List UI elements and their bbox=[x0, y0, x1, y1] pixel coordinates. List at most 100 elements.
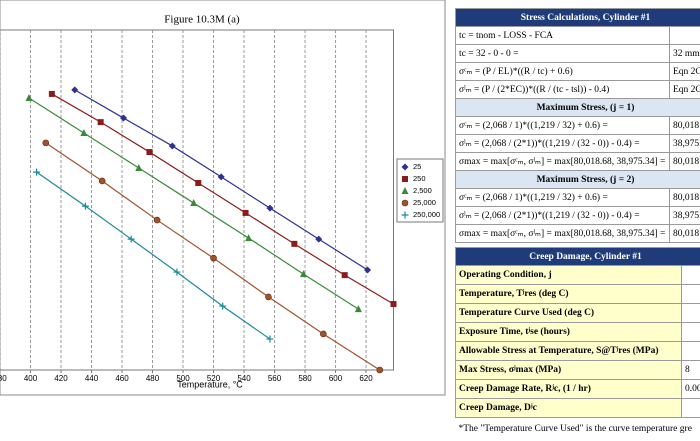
marker bbox=[390, 301, 397, 308]
cell: Temperature Curve Used (deg C) bbox=[455, 303, 682, 323]
cell: σˡₘ = (2,068 / (2*1))*((1,219 / (32 - 0)… bbox=[455, 134, 670, 153]
marker bbox=[25, 94, 33, 101]
marker bbox=[120, 114, 128, 122]
footnote: *The "Temperature Curve Used" is the cur… bbox=[458, 423, 692, 434]
row: Max Stress, σʲmax (MPa) 8 bbox=[455, 360, 700, 380]
cell bbox=[669, 26, 700, 45]
cell: σmax = max[σᶜₘ, σˡₘ] = max[80,018.68, 38… bbox=[455, 224, 670, 243]
cell bbox=[681, 284, 700, 304]
marker bbox=[320, 330, 327, 338]
marker bbox=[364, 266, 372, 274]
cell: 80,018 bbox=[669, 152, 700, 171]
x-tick-label: 600 bbox=[329, 374, 343, 383]
marker bbox=[153, 216, 161, 224]
series-line bbox=[51, 93, 394, 305]
x-tick-label: 400 bbox=[24, 374, 38, 383]
x-tick-label: 480 bbox=[146, 374, 160, 383]
row: σˡₘ = (2,068 / (2*1))*((1,219 / (32 - 0)… bbox=[455, 206, 700, 225]
row: Operating Condition, j bbox=[455, 265, 700, 285]
marker bbox=[401, 187, 409, 194]
marker bbox=[81, 202, 89, 210]
x-axis-label: Temperature, °C bbox=[177, 379, 243, 389]
x-tick-label: 420 bbox=[54, 374, 68, 383]
cell bbox=[681, 303, 700, 323]
legend-label: 25 bbox=[413, 162, 421, 171]
plot-area bbox=[0, 29, 394, 371]
row: Creep Damage, Cylinder #1 bbox=[455, 247, 700, 266]
marker bbox=[266, 204, 274, 212]
marker bbox=[219, 302, 227, 310]
cell: Exposure Time, tʲse (hours) bbox=[455, 322, 682, 342]
x-tick-label: 380 bbox=[0, 374, 7, 383]
row: σmax = max[σᶜₘ, σˡₘ] = max[80,018.68, 38… bbox=[455, 152, 700, 171]
row: Exposure Time, tʲse (hours) bbox=[455, 322, 700, 342]
marker bbox=[291, 240, 298, 247]
cell: tc = tnom - LOSS - FCA bbox=[455, 26, 670, 45]
x-tick-label: 460 bbox=[115, 374, 129, 383]
marker bbox=[376, 366, 384, 374]
marker bbox=[300, 270, 308, 278]
marker bbox=[401, 211, 409, 219]
cell: 80,018 bbox=[669, 224, 700, 243]
marker bbox=[401, 199, 409, 207]
x-tick-label: 540 bbox=[237, 374, 251, 383]
row: σᶜₘ = (P / EL)*((R / tc) + 0.6) Eqn 2C bbox=[455, 62, 700, 81]
row: Maximum Stress, (j = 2) bbox=[455, 170, 700, 189]
cell: σˡₘ = (P / (2*EC))*((R / (tc - tsl)) - 0… bbox=[455, 80, 670, 99]
marker bbox=[98, 177, 106, 185]
cell: Temperature, Tʲres (deg C) bbox=[455, 284, 682, 304]
marker bbox=[265, 293, 272, 301]
cell: 32 mm bbox=[669, 44, 700, 63]
cell: Max Stress, σʲmax (MPa) bbox=[455, 360, 682, 380]
row: tc = tnom - LOSS - FCA bbox=[455, 26, 700, 45]
cell: Eqn 2C bbox=[669, 62, 700, 81]
table-title: Creep Damage, Cylinder #1 bbox=[455, 247, 700, 266]
row: Stress Calculations, Cylinder #1 bbox=[455, 8, 700, 27]
cell: tc = 32 - 0 - 0 = bbox=[455, 44, 670, 63]
x-tick-label: 580 bbox=[298, 374, 312, 383]
cell bbox=[681, 265, 700, 285]
cell: σᶜₘ = (2,068 / 1)*((1,219 / 32) + 0.6) = bbox=[455, 116, 670, 135]
chart-title: Figure 10.3M (a) bbox=[164, 14, 240, 26]
cell: σᶜₘ = (P / EL)*((R / tc) + 0.6) bbox=[455, 62, 670, 81]
marker bbox=[173, 268, 181, 276]
section-title: Maximum Stress, (j = 1) bbox=[455, 98, 700, 117]
stress-table: Stress Calculations, Cylinder #1 tc = tno… bbox=[455, 8, 700, 243]
x-tick-label: 620 bbox=[359, 374, 373, 383]
marker bbox=[195, 180, 202, 186]
row: σmax = max[σᶜₘ, σˡₘ] = max[80,018.68, 38… bbox=[455, 224, 700, 243]
row: Allowable Stress at Temperature, S@Tʲres… bbox=[455, 341, 700, 361]
marker bbox=[402, 176, 408, 182]
row: σᶜₘ = (2,068 / 1)*((1,219 / 32) + 0.6) =… bbox=[455, 188, 700, 207]
cell: 38,975 bbox=[669, 134, 700, 153]
row: Maximum Stress, (j = 1) bbox=[455, 98, 700, 117]
row: σˡₘ = (2,068 / (2*1))*((1,219 / (32 - 0)… bbox=[455, 134, 700, 153]
row: *The "Temperature Curve Used" is the cur… bbox=[456, 418, 700, 438]
cell: Operating Condition, j bbox=[455, 265, 682, 285]
cell: σᶜₘ = (2,068 / 1)*((1,219 / 32) + 0.6) = bbox=[455, 188, 670, 207]
x-tick-label: 500 bbox=[176, 374, 190, 383]
row: Temperature, Tʲres (deg C) bbox=[455, 284, 700, 304]
marker bbox=[48, 90, 55, 97]
marker bbox=[354, 305, 362, 313]
cell bbox=[681, 322, 700, 342]
cell: Allowable Stress at Temperature, S@Tʲres… bbox=[455, 341, 682, 361]
cell bbox=[681, 341, 700, 361]
marker bbox=[97, 119, 104, 126]
marker bbox=[341, 272, 348, 279]
cell: Creep Damage, Dʲc bbox=[455, 398, 682, 418]
row: Creep Damage, Dʲc bbox=[455, 398, 700, 418]
marker bbox=[80, 129, 88, 137]
marker bbox=[146, 149, 153, 156]
legend-label: 2,500 bbox=[413, 186, 432, 195]
marker bbox=[71, 86, 79, 94]
chart: Figure 10.3M (a) Temperature, °C 380 400 4… bbox=[0, 0, 446, 396]
row: σˡₘ = (P / (2*EC))*((R / (tc - tsl)) - 0… bbox=[455, 80, 700, 99]
marker bbox=[210, 254, 217, 262]
cell: 0.00 bbox=[681, 379, 700, 399]
marker bbox=[42, 139, 50, 147]
marker bbox=[245, 234, 253, 242]
legend-label: 250,000 bbox=[413, 210, 440, 219]
cell: 38,975 bbox=[669, 206, 700, 225]
